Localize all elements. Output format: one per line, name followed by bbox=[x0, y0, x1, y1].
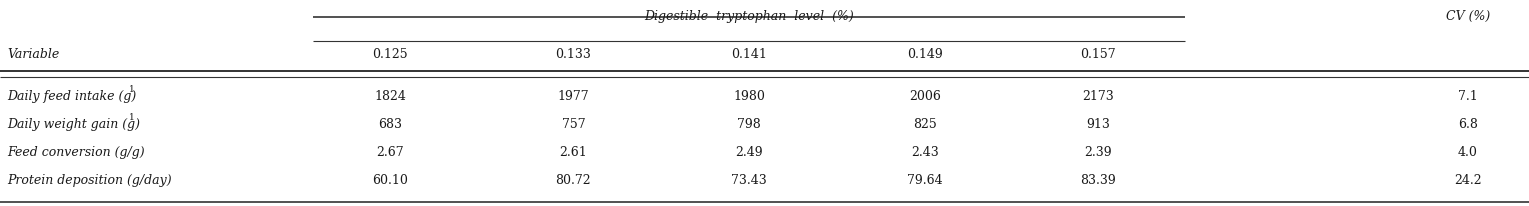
Text: 6.8: 6.8 bbox=[1459, 117, 1477, 130]
Text: Daily weight gain (g): Daily weight gain (g) bbox=[8, 117, 141, 130]
Text: 2.61: 2.61 bbox=[560, 145, 587, 158]
Text: 60.10: 60.10 bbox=[372, 173, 408, 186]
Text: 1: 1 bbox=[130, 85, 135, 94]
Text: Protein deposition (g/day): Protein deposition (g/day) bbox=[8, 173, 173, 186]
Text: Daily feed intake (g): Daily feed intake (g) bbox=[8, 90, 138, 103]
Text: 0.125: 0.125 bbox=[372, 48, 408, 61]
Text: 1824: 1824 bbox=[375, 90, 405, 103]
Text: Variable: Variable bbox=[8, 48, 60, 61]
Text: 79.64: 79.64 bbox=[907, 173, 943, 186]
Text: 0.133: 0.133 bbox=[555, 48, 592, 61]
Text: 683: 683 bbox=[378, 117, 402, 130]
Text: 1977: 1977 bbox=[558, 90, 589, 103]
Text: 798: 798 bbox=[737, 117, 761, 130]
Text: 825: 825 bbox=[913, 117, 937, 130]
Text: 2.43: 2.43 bbox=[911, 145, 939, 158]
Text: 4.0: 4.0 bbox=[1459, 145, 1477, 158]
Text: 0.157: 0.157 bbox=[1079, 48, 1116, 61]
Text: 2.67: 2.67 bbox=[376, 145, 404, 158]
Text: 1980: 1980 bbox=[734, 90, 764, 103]
Text: 80.72: 80.72 bbox=[555, 173, 592, 186]
Text: 2006: 2006 bbox=[910, 90, 940, 103]
Text: 2.39: 2.39 bbox=[1084, 145, 1112, 158]
Text: 83.39: 83.39 bbox=[1079, 173, 1116, 186]
Text: 2.49: 2.49 bbox=[735, 145, 763, 158]
Text: Digestible  tryptophan  level  (%): Digestible tryptophan level (%) bbox=[644, 10, 855, 23]
Text: 24.2: 24.2 bbox=[1454, 173, 1482, 186]
Text: 73.43: 73.43 bbox=[731, 173, 768, 186]
Text: 1: 1 bbox=[130, 112, 135, 121]
Text: 0.141: 0.141 bbox=[731, 48, 768, 61]
Text: CV (%): CV (%) bbox=[1446, 10, 1489, 23]
Text: Feed conversion (g/g): Feed conversion (g/g) bbox=[8, 145, 145, 158]
Text: 2173: 2173 bbox=[1083, 90, 1113, 103]
Text: 757: 757 bbox=[561, 117, 586, 130]
Text: 0.149: 0.149 bbox=[907, 48, 943, 61]
Text: 7.1: 7.1 bbox=[1459, 90, 1477, 103]
Text: 913: 913 bbox=[1086, 117, 1110, 130]
